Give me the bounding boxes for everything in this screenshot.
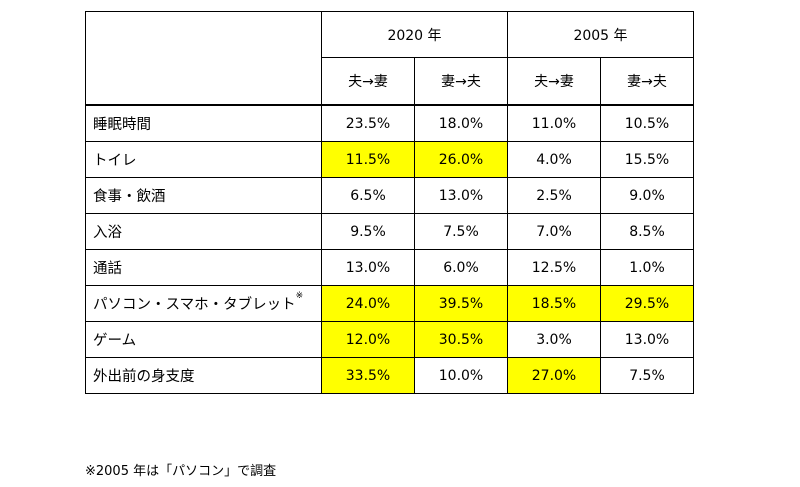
- value-cell: 10.5%: [600, 104, 694, 142]
- value-cell: 24.0%: [321, 285, 415, 322]
- direction-header: 妻→夫: [600, 57, 694, 106]
- value-cell: 33.5%: [321, 357, 415, 394]
- row-label-text: 食事・飲酒: [93, 189, 166, 205]
- row-label-text: ゲーム: [93, 333, 137, 349]
- value-cell: 7.5%: [414, 213, 508, 250]
- value-cell: 2.5%: [507, 177, 601, 214]
- table-row: 外出前の身支度 33.5% 10.0% 27.0% 7.5%: [85, 357, 694, 394]
- row-label: 入浴: [85, 213, 322, 250]
- row-label: 睡眠時間: [85, 104, 322, 142]
- table-body: 睡眠時間 23.5% 18.0% 11.0% 10.5% トイレ 11.5% 26.0% 4.0…: [85, 104, 694, 394]
- row-label: 食事・飲酒: [85, 177, 322, 214]
- value-cell: 11.0%: [507, 104, 601, 142]
- value-cell: 39.5%: [414, 285, 508, 322]
- survey-table: 2020 年 2005 年 夫→妻 妻→夫 夫→妻 妻→夫 睡眠時間 23.5% 1…: [85, 11, 694, 394]
- value-cell: 18.0%: [414, 104, 508, 142]
- note-mark: ※: [295, 291, 304, 301]
- value-cell: 7.0%: [507, 213, 601, 250]
- value-cell: 4.0%: [507, 141, 601, 178]
- year-header-2005: 2005 年: [507, 11, 694, 58]
- row-label-text: 睡眠時間: [93, 117, 151, 133]
- value-cell: 9.5%: [321, 213, 415, 250]
- value-cell: 26.0%: [414, 141, 508, 178]
- direction-header: 夫→妻: [507, 57, 601, 106]
- value-cell: 10.0%: [414, 357, 508, 394]
- table-row: 入浴 9.5% 7.5% 7.0% 8.5%: [85, 213, 694, 250]
- row-label-text: 入浴: [93, 225, 122, 241]
- value-cell: 18.5%: [507, 285, 601, 322]
- row-label: 外出前の身支度: [85, 357, 322, 394]
- value-cell: 3.0%: [507, 321, 601, 358]
- table-row: 通話 13.0% 6.0% 12.5% 1.0%: [85, 249, 694, 286]
- corner-cell: [85, 11, 322, 106]
- direction-header: 妻→夫: [414, 57, 508, 106]
- value-cell: 29.5%: [600, 285, 694, 322]
- table-row: ゲーム 12.0% 30.5% 3.0% 13.0%: [85, 321, 694, 358]
- value-cell: 15.5%: [600, 141, 694, 178]
- value-cell: 27.0%: [507, 357, 601, 394]
- row-label: トイレ: [85, 141, 322, 178]
- value-cell: 8.5%: [600, 213, 694, 250]
- value-cell: 12.5%: [507, 249, 601, 286]
- value-cell: 12.0%: [321, 321, 415, 358]
- year-header-2020: 2020 年: [321, 11, 508, 58]
- table-row: 食事・飲酒 6.5% 13.0% 2.5% 9.0%: [85, 177, 694, 214]
- footnote: ※2005 年は「パソコン」で調査: [85, 464, 277, 479]
- table-row: トイレ 11.5% 26.0% 4.0% 15.5%: [85, 141, 694, 178]
- value-cell: 7.5%: [600, 357, 694, 394]
- row-label-text: 通話: [93, 261, 122, 277]
- row-label-text: トイレ: [93, 153, 137, 169]
- value-cell: 9.0%: [600, 177, 694, 214]
- value-cell: 23.5%: [321, 104, 415, 142]
- value-cell: 11.5%: [321, 141, 415, 178]
- value-cell: 13.0%: [600, 321, 694, 358]
- row-label-text: パソコン・スマホ・タブレット: [93, 297, 296, 313]
- year-header-row: 2020 年 2005 年: [85, 11, 694, 106]
- table-row: パソコン・スマホ・タブレット※ 24.0% 39.5% 18.5% 29.5%: [85, 285, 694, 322]
- row-label: ゲーム: [85, 321, 322, 358]
- row-label: 通話: [85, 249, 322, 286]
- row-label: パソコン・スマホ・タブレット※: [85, 285, 322, 322]
- direction-header-row: 夫→妻 妻→夫 夫→妻 妻→夫: [86, 57, 694, 106]
- value-cell: 13.0%: [414, 177, 508, 214]
- value-cell: 6.0%: [414, 249, 508, 286]
- row-label-text: 外出前の身支度: [93, 369, 195, 385]
- direction-header: 夫→妻: [321, 57, 415, 106]
- value-cell: 1.0%: [600, 249, 694, 286]
- value-cell: 30.5%: [414, 321, 508, 358]
- value-cell: 6.5%: [321, 177, 415, 214]
- table-row: 睡眠時間 23.5% 18.0% 11.0% 10.5%: [85, 104, 694, 142]
- value-cell: 13.0%: [321, 249, 415, 286]
